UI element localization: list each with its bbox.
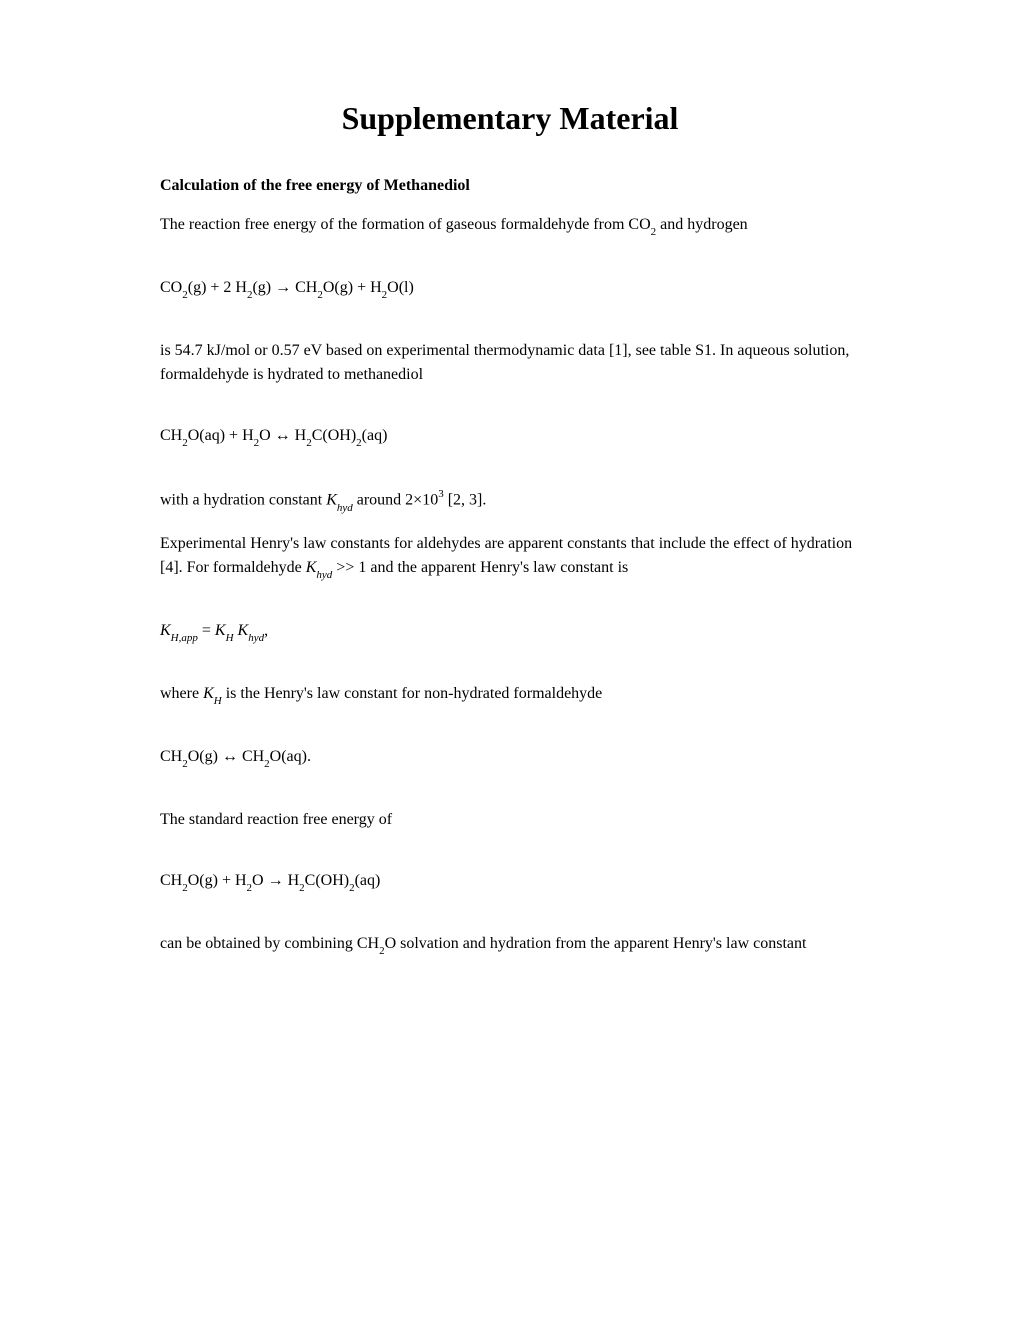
paragraph-2: is 54.7 kJ/mol or 0.57 eV based on exper…: [160, 339, 860, 387]
text: is the Henry's law constant for non-hydr…: [222, 685, 603, 702]
text: (g) + 2 H: [188, 279, 247, 296]
italic-subscript: H: [226, 632, 234, 644]
text: O → H: [252, 872, 299, 889]
paragraph-3: with a hydration constant Khyd around 2×…: [160, 487, 860, 514]
text: O(g) + H: [188, 872, 247, 889]
text: CH: [160, 427, 182, 444]
paragraph-4: Experimental Henry's law constants for a…: [160, 532, 860, 582]
subscript: 2: [379, 945, 385, 957]
italic-text: K: [160, 622, 171, 639]
text: can be obtained by combining CH: [160, 935, 379, 952]
text: O(l): [387, 279, 414, 296]
text: C(OH): [312, 427, 356, 444]
section-heading: Calculation of the free energy of Methan…: [160, 177, 860, 195]
subscript: 2: [182, 437, 188, 449]
subscript: 2: [299, 882, 305, 894]
text: O(g) ↔ CH: [188, 748, 264, 765]
superscript: 3: [438, 488, 444, 500]
subscript: 2: [247, 882, 253, 894]
text: >> 1 and the apparent Henry's law consta…: [332, 559, 628, 576]
equation-5: CH2O(g) + H2O → H2C(OH)2(aq): [160, 872, 860, 892]
paragraph-1: The reaction free energy of the formatio…: [160, 213, 860, 239]
italic-text: K: [215, 622, 226, 639]
subscript: 2: [651, 226, 657, 238]
text: CH: [160, 872, 182, 889]
text: The reaction free energy of the formatio…: [160, 216, 651, 233]
equation-1: CO2(g) + 2 H2(g) → CH2O(g) + H2O(l): [160, 279, 860, 299]
subscript: 2: [306, 437, 312, 449]
text: O(aq) + H: [188, 427, 254, 444]
italic-text: K: [238, 622, 249, 639]
paragraph-7: can be obtained by combining CH2O solvat…: [160, 932, 860, 958]
paragraph-6: The standard reaction free energy of: [160, 808, 860, 832]
subscript: 2: [247, 289, 253, 301]
paragraph-5: where KH is the Henry's law constant for…: [160, 682, 860, 708]
text: around 2×10: [353, 491, 438, 508]
equation-2: CH2O(aq) + H2O ↔ H2C(OH)2(aq): [160, 427, 860, 447]
text: O ↔ H: [259, 427, 306, 444]
equation-4: CH2O(g) ↔ CH2O(aq).: [160, 748, 860, 768]
subscript: 2: [182, 289, 188, 301]
subscript: 2: [349, 882, 355, 894]
italic-subscript: H,app: [171, 632, 198, 644]
equation-3: KH,app = KH Khyd,: [160, 622, 860, 642]
subscript: 2: [182, 758, 188, 770]
italic-text: K: [203, 685, 214, 702]
text: ,: [264, 622, 268, 639]
document-title: Supplementary Material: [160, 100, 860, 137]
text: (g) → CH: [252, 279, 317, 296]
text: CH: [160, 748, 182, 765]
italic-text: K: [306, 559, 317, 576]
subscript: 2: [317, 289, 323, 301]
text: =: [198, 622, 215, 639]
italic-subscript: hyd: [337, 502, 353, 514]
italic-subscript: H: [214, 695, 222, 707]
text: and hydrogen: [656, 216, 748, 233]
text: where: [160, 685, 203, 702]
subscript: 2: [356, 437, 362, 449]
italic-subscript: hyd: [316, 569, 332, 581]
italic-text: K: [326, 491, 337, 508]
text: O solvation and hydration from the appar…: [385, 935, 807, 952]
text: CO: [160, 279, 182, 296]
subscript: 2: [254, 437, 260, 449]
subscript: 2: [382, 289, 388, 301]
text: C(OH): [305, 872, 349, 889]
subscript: 2: [182, 882, 188, 894]
text: [2, 3].: [444, 491, 487, 508]
italic-subscript: hyd: [248, 632, 264, 644]
text: (aq): [355, 872, 381, 889]
text: O(g) + H: [323, 279, 382, 296]
subscript: 2: [264, 758, 270, 770]
text: O(aq).: [270, 748, 311, 765]
text: with a hydration constant: [160, 491, 326, 508]
text: (aq): [362, 427, 388, 444]
